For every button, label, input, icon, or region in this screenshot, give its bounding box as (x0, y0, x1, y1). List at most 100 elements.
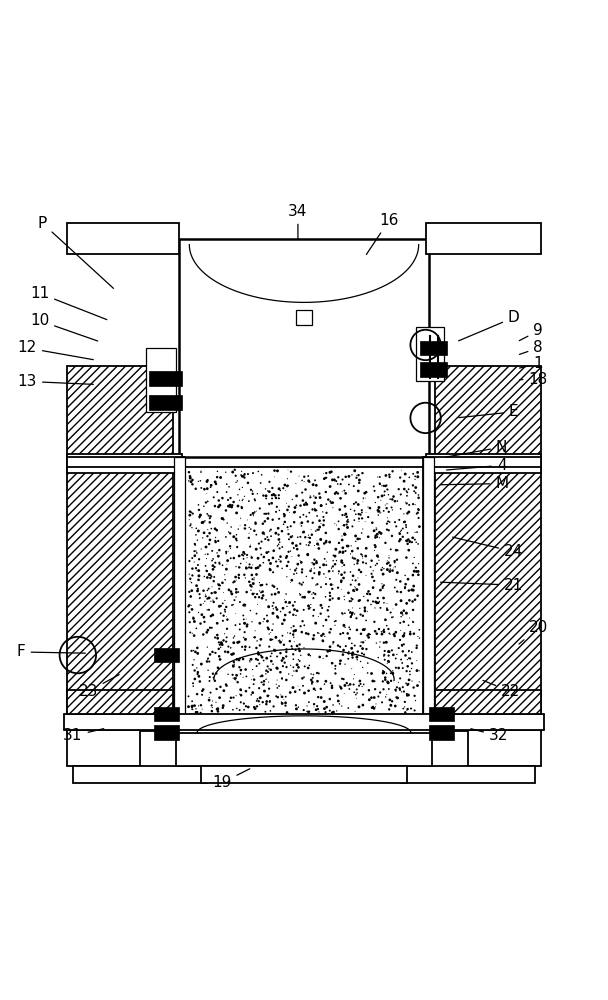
Point (262, 650, 272, 666)
Point (292, 701, 302, 717)
Point (239, 551, 249, 567)
Point (232, 539, 242, 555)
Point (315, 490, 325, 506)
Point (201, 558, 210, 574)
Point (288, 598, 298, 614)
Point (413, 487, 423, 503)
Point (195, 590, 205, 606)
Point (212, 681, 221, 697)
Point (316, 606, 325, 622)
Point (293, 556, 303, 572)
Point (411, 480, 421, 496)
Point (188, 643, 198, 659)
Point (409, 614, 418, 630)
Point (232, 584, 241, 600)
Point (297, 515, 306, 531)
Point (208, 607, 218, 623)
Point (384, 675, 393, 691)
Point (185, 468, 195, 484)
Point (322, 553, 331, 569)
Point (401, 494, 410, 510)
Point (311, 577, 321, 593)
Point (275, 604, 285, 620)
Point (215, 555, 224, 571)
Point (235, 650, 245, 666)
Point (212, 627, 222, 643)
Point (382, 665, 392, 681)
Point (360, 485, 370, 501)
Point (266, 632, 275, 648)
Point (254, 680, 264, 696)
Bar (468, 730, 541, 766)
Point (241, 698, 251, 714)
Point (327, 678, 337, 694)
Point (187, 601, 197, 617)
Point (373, 688, 383, 704)
Point (392, 689, 401, 705)
Point (277, 523, 287, 539)
Point (373, 504, 383, 520)
Point (217, 658, 227, 674)
Point (331, 553, 341, 569)
Point (202, 551, 212, 567)
Point (288, 607, 298, 623)
Point (259, 653, 269, 669)
Point (218, 613, 228, 629)
Point (269, 579, 279, 595)
Point (238, 468, 248, 484)
Point (407, 661, 416, 677)
Point (207, 553, 217, 569)
Point (196, 541, 206, 557)
Point (326, 675, 336, 691)
Point (198, 627, 208, 643)
Point (372, 556, 382, 572)
Point (213, 499, 223, 515)
Point (398, 628, 408, 644)
Point (264, 681, 274, 697)
Point (297, 670, 307, 686)
Point (222, 476, 232, 492)
Point (237, 500, 247, 516)
Point (271, 487, 280, 503)
Point (336, 680, 346, 696)
Point (400, 567, 410, 583)
Point (305, 505, 314, 521)
Point (243, 512, 252, 528)
Point (358, 494, 368, 510)
Point (248, 486, 258, 502)
Point (327, 560, 337, 576)
Point (358, 687, 368, 703)
Point (202, 591, 212, 607)
Point (363, 655, 373, 671)
Point (384, 648, 393, 664)
Point (404, 676, 413, 692)
Point (353, 531, 362, 547)
Point (277, 653, 287, 669)
Point (338, 518, 348, 534)
Point (218, 585, 228, 601)
Point (190, 543, 199, 559)
Point (233, 584, 243, 600)
Bar (296, 310, 311, 325)
Point (414, 502, 424, 518)
Point (361, 555, 371, 571)
Point (348, 650, 358, 666)
Point (242, 618, 252, 634)
Point (353, 483, 363, 499)
Point (399, 614, 409, 630)
Point (236, 682, 246, 698)
Point (218, 595, 227, 611)
Point (236, 510, 246, 526)
Point (232, 532, 241, 548)
Point (403, 658, 413, 674)
Point (318, 504, 328, 520)
Point (222, 608, 232, 624)
Point (404, 481, 413, 497)
Point (408, 602, 418, 618)
Point (402, 533, 412, 549)
Point (413, 464, 423, 480)
Point (387, 642, 397, 658)
Point (269, 595, 278, 611)
Point (206, 608, 216, 624)
Point (390, 514, 400, 530)
